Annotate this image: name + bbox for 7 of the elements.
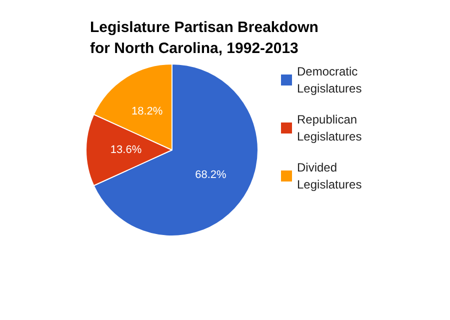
legend-label: Republican Legislatures bbox=[297, 112, 362, 144]
data-label: 68.2% bbox=[195, 168, 226, 181]
legend-label: Democratic Legislatures bbox=[297, 64, 362, 96]
data-label: 18.2% bbox=[132, 105, 163, 118]
legend-label: Divided Legislatures bbox=[297, 160, 362, 192]
chart-title: Legislature Partisan Breakdown for North Carolina, 1992-2013 bbox=[90, 19, 323, 57]
data-label: 13.6% bbox=[110, 144, 142, 156]
